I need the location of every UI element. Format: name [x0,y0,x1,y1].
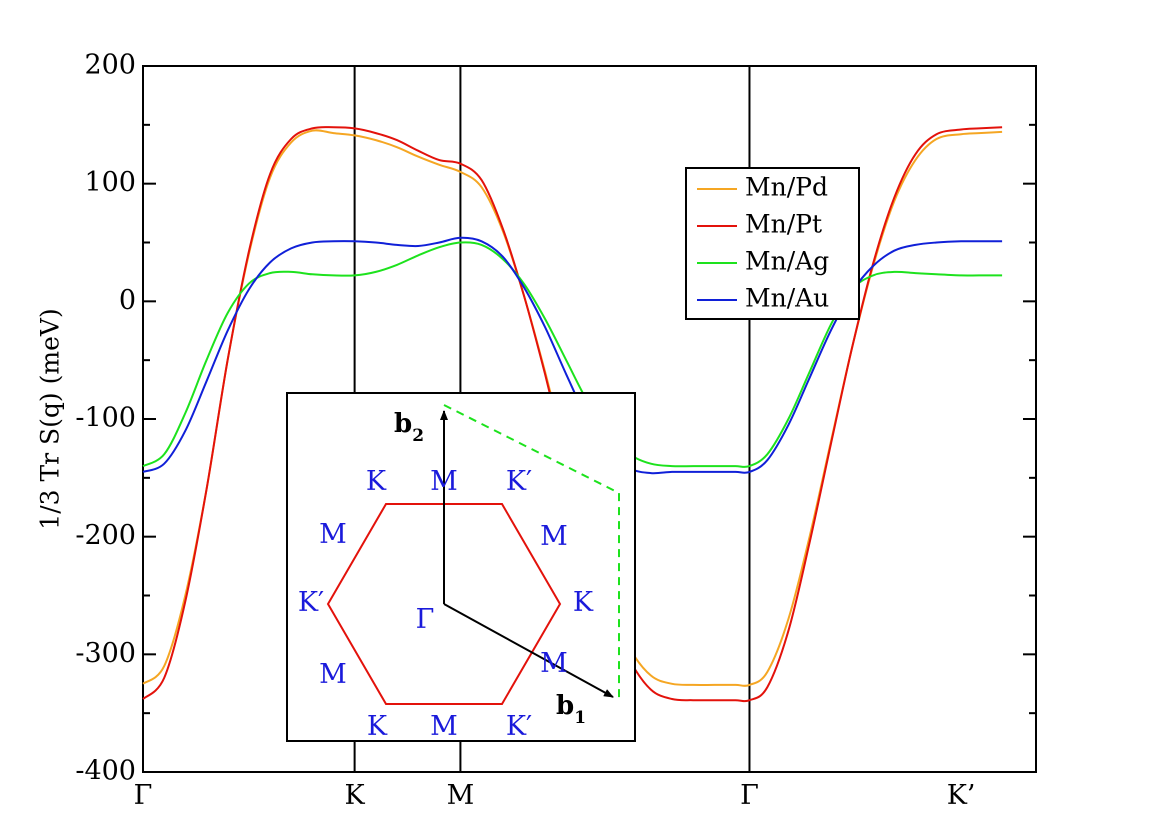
y-tick-label: -200 [75,520,136,551]
x-tick-label: Γ [740,780,759,811]
inset-label-top-right: K′ [506,466,532,497]
inset-label-right: K [573,587,594,618]
legend-label: Mn/Pt [745,210,822,239]
y-tick-label: 0 [119,285,136,316]
brillouin-zone-inset: b2 b1 Γ K M K′ M M K′ K M M K M K′ [286,392,636,742]
x-tick-label: K [345,780,366,811]
inset-frame [286,392,636,742]
inset-label-upper-right: M [540,521,568,552]
y-axis-title: 1/3 Tr S(q) (meV) [36,308,65,529]
x-tick-label: Γ [134,780,153,811]
legend-label: Mn/Ag [745,247,829,276]
vector-b1-arrow [443,603,614,698]
legend-box [685,167,860,320]
inset-label-top-mid: M [430,466,458,497]
x-tick-label: M [447,780,475,811]
hexagon-zone [326,503,562,705]
inset-label-left: K′ [298,587,324,618]
inset-label-upper-left: M [319,519,347,550]
inset-label-bottom-right: K′ [506,711,532,742]
legend: Mn/Pd Mn/Pt Mn/Ag Mn/Au [685,167,860,320]
inset-label-gamma: Γ [416,604,435,635]
vector-b2-label: b2 [394,409,424,446]
vector-b1-label: b1 [556,691,586,728]
inset-label-top-left: K [366,466,387,497]
x-axis-ticks: Γ K M Γ K’ [134,780,976,811]
y-axis-ticks: -400 -300 -200 -100 0 100 200 [75,50,1036,787]
legend-label: Mn/Au [745,284,829,313]
y-tick-label: 100 [84,167,136,198]
x-tick-label: K’ [947,780,976,811]
y-tick-label: -300 [75,638,136,669]
y-tick-label: -400 [75,756,136,787]
inset-label-bottom-left: K [367,711,388,742]
inset-label-bottom-mid: M [430,711,458,742]
y-tick-label: -100 [75,403,136,434]
y-tick-label: 200 [84,50,136,81]
inset-label-lower-left: M [319,659,347,690]
inset-label-lower-right: M [540,648,568,679]
legend-label: Mn/Pd [745,173,828,202]
